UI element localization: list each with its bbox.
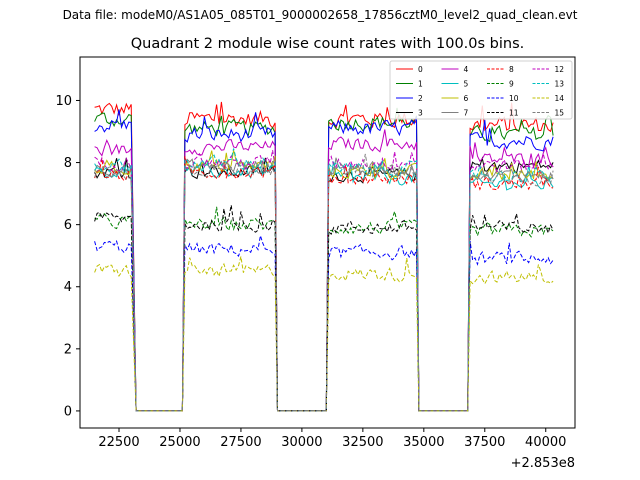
legend-label-6: 6 [464,94,469,103]
y-tick-label: 6 [64,218,72,233]
x-tick-label: 30000 [281,435,322,450]
series-line-15 [94,153,554,412]
x-tick-label: 32500 [342,435,383,450]
chart-title: Quadrant 2 module wise count rates with … [130,36,525,52]
x-tick-label: 35000 [403,435,444,450]
y-tick-label: 2 [64,342,72,357]
x-tick-label: 27500 [220,435,261,450]
figure-title: Data file: modeM0/AS1A05_085T01_90000026… [62,8,578,22]
x-offset-label: +2.853e8 [511,456,575,471]
axis-ticks: 22500 25000 27500 30000 32500 35000 37500 40000… [55,94,566,450]
series-line-7 [94,157,554,412]
series-line-4 [94,129,554,412]
y-tick-label: 4 [64,280,72,295]
x-tick-label: 37500 [464,435,505,450]
plot-area [94,101,554,412]
legend-label-0: 0 [418,65,423,74]
x-tick-label: 22500 [98,435,139,450]
series-line-11 [94,205,554,412]
legend-label-2: 2 [418,94,423,103]
series-line-10 [94,235,554,412]
legend-label-5: 5 [464,80,469,89]
legend-label-12: 12 [555,65,565,74]
legend-label-4: 4 [464,65,469,74]
series-line-14 [94,256,554,412]
legend-frame [389,60,573,120]
x-tick-label: 25000 [159,435,200,450]
series-line-13 [94,148,554,412]
series-line-1 [94,107,554,412]
series-line-5 [94,160,554,412]
legend-label-8: 8 [509,65,514,74]
axes-frame [79,56,576,429]
legend-label-11: 11 [509,109,519,118]
series-line-9 [94,206,554,412]
legend-label-9: 9 [509,80,514,89]
series-line-0 [94,101,554,412]
series-line-12 [94,150,554,412]
legend-label-13: 13 [555,80,565,89]
series-line-2 [94,109,554,412]
x-tick-label: 40000 [525,435,566,450]
legend-label-15: 15 [555,109,565,118]
series-line-3 [94,156,554,412]
y-tick-label: 10 [55,94,72,109]
y-tick-label: 8 [64,156,72,171]
legend-label-7: 7 [464,109,469,118]
legend-label-3: 3 [418,109,423,118]
legend-label-10: 10 [509,94,519,103]
series-line-8 [94,156,554,412]
series-line-6 [94,150,554,412]
legend-label-14: 14 [555,94,565,103]
y-tick-label: 0 [64,404,72,419]
legend-label-1: 1 [418,80,423,89]
